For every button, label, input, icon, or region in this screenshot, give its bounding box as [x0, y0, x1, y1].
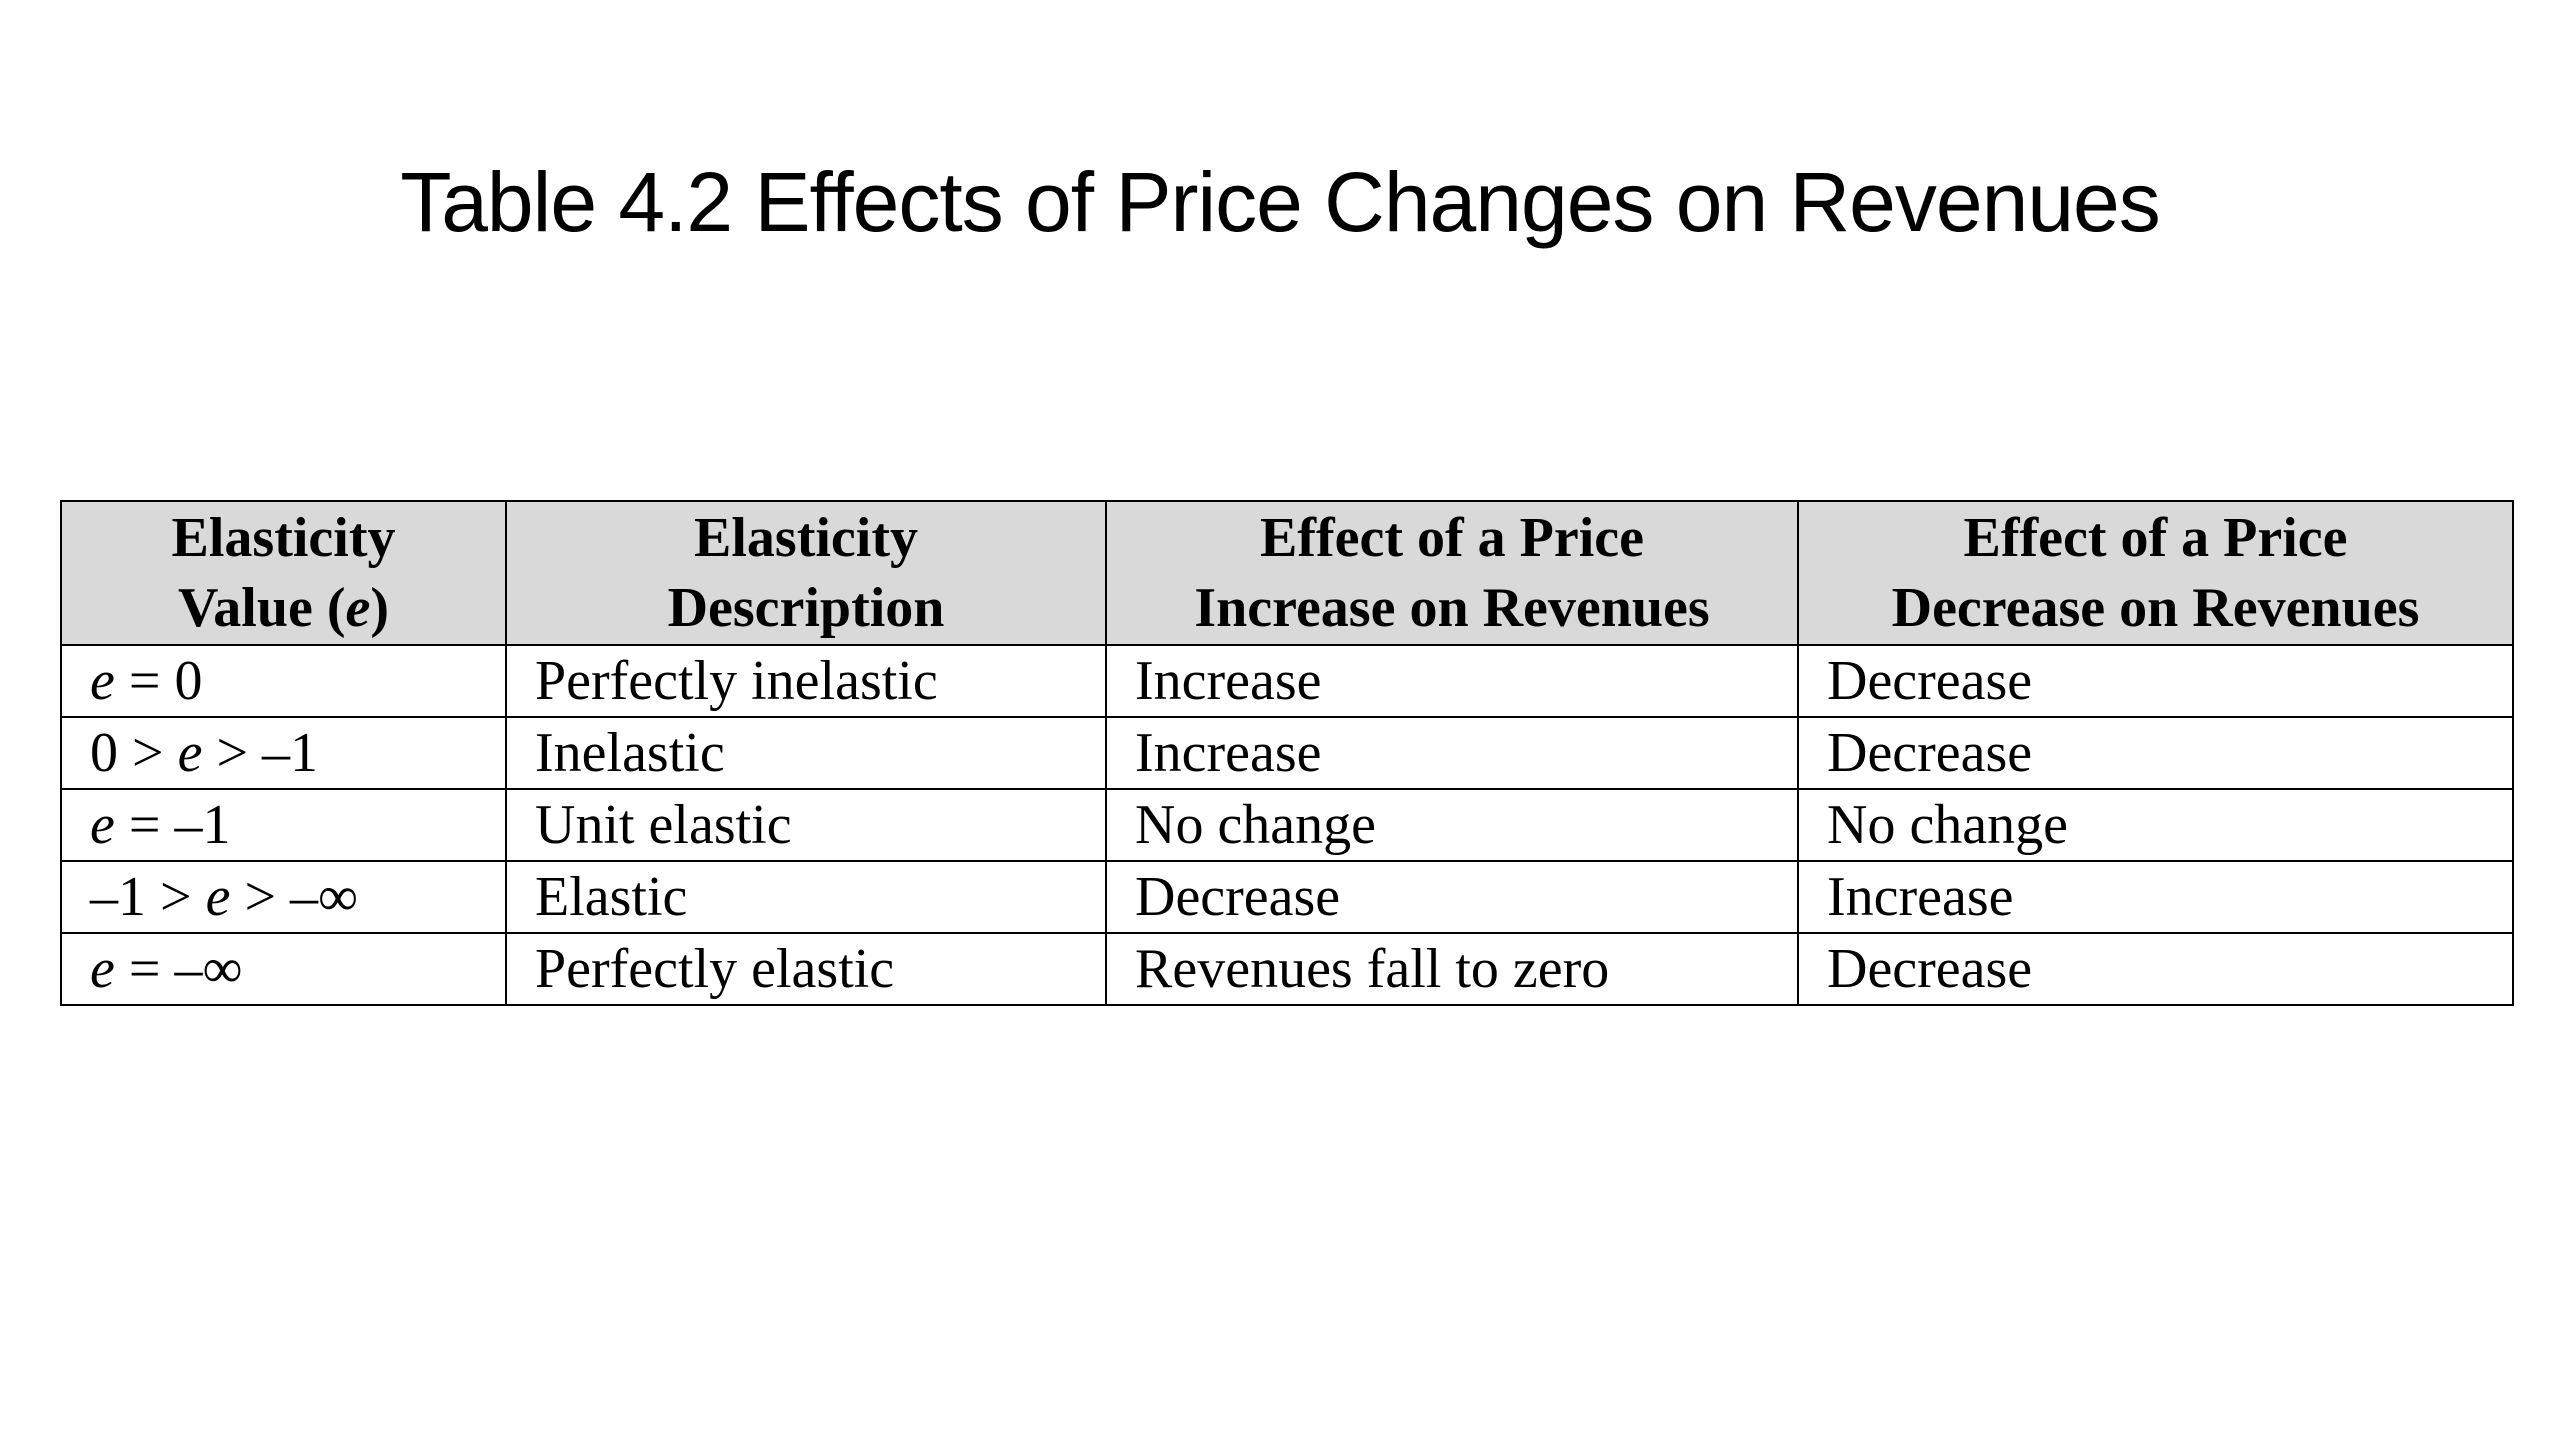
header-elasticity-value: Elasticity Value (e) — [60, 500, 507, 646]
elasticity-value-cell: e = –∞ — [60, 932, 507, 1006]
header-elasticity-description: Elasticity Description — [505, 500, 1107, 646]
increase-effect-cell: Increase — [1105, 716, 1799, 790]
increase-effect-cell: No change — [1105, 788, 1799, 862]
increase-effect-cell: Increase — [1105, 644, 1799, 718]
elasticity-description-cell: Unit elastic — [505, 788, 1107, 862]
elasticity-table: Elasticity Value (e) Elasticity Descript… — [60, 500, 2514, 1006]
table-row: e = –1 Unit elastic No change No change — [60, 788, 2514, 862]
elasticity-description-cell: Elastic — [505, 860, 1107, 934]
table-container: Elasticity Value (e) Elasticity Descript… — [60, 500, 2514, 1006]
elasticity-description-cell: Perfectly inelastic — [505, 644, 1107, 718]
elasticity-value-cell: e = 0 — [60, 644, 507, 718]
slide-title: Table 4.2 Effects of Price Changes on Re… — [400, 155, 2161, 249]
header-price-decrease-effect: Effect of a Price Decrease on Revenues — [1797, 500, 2514, 646]
table-row: e = –∞ Perfectly elastic Revenues fall t… — [60, 932, 2514, 1006]
decrease-effect-cell: Increase — [1797, 860, 2514, 934]
elasticity-value-cell: 0 > e > –1 — [60, 716, 507, 790]
increase-effect-cell: Revenues fall to zero — [1105, 932, 1799, 1006]
table-row: e = 0 Perfectly inelastic Increase Decre… — [60, 644, 2514, 718]
decrease-effect-cell: Decrease — [1797, 716, 2514, 790]
table-row: 0 > e > –1 Inelastic Increase Decrease — [60, 716, 2514, 790]
header-price-increase-effect: Effect of a Price Increase on Revenues — [1105, 500, 1799, 646]
table-header-row: Elasticity Value (e) Elasticity Descript… — [60, 500, 2514, 646]
decrease-effect-cell: Decrease — [1797, 932, 2514, 1006]
elasticity-description-cell: Inelastic — [505, 716, 1107, 790]
decrease-effect-cell: Decrease — [1797, 644, 2514, 718]
table-row: –1 > e > –∞ Elastic Decrease Increase — [60, 860, 2514, 934]
elasticity-description-cell: Perfectly elastic — [505, 932, 1107, 1006]
elasticity-value-cell: e = –1 — [60, 788, 507, 862]
decrease-effect-cell: No change — [1797, 788, 2514, 862]
increase-effect-cell: Decrease — [1105, 860, 1799, 934]
elasticity-value-cell: –1 > e > –∞ — [60, 860, 507, 934]
